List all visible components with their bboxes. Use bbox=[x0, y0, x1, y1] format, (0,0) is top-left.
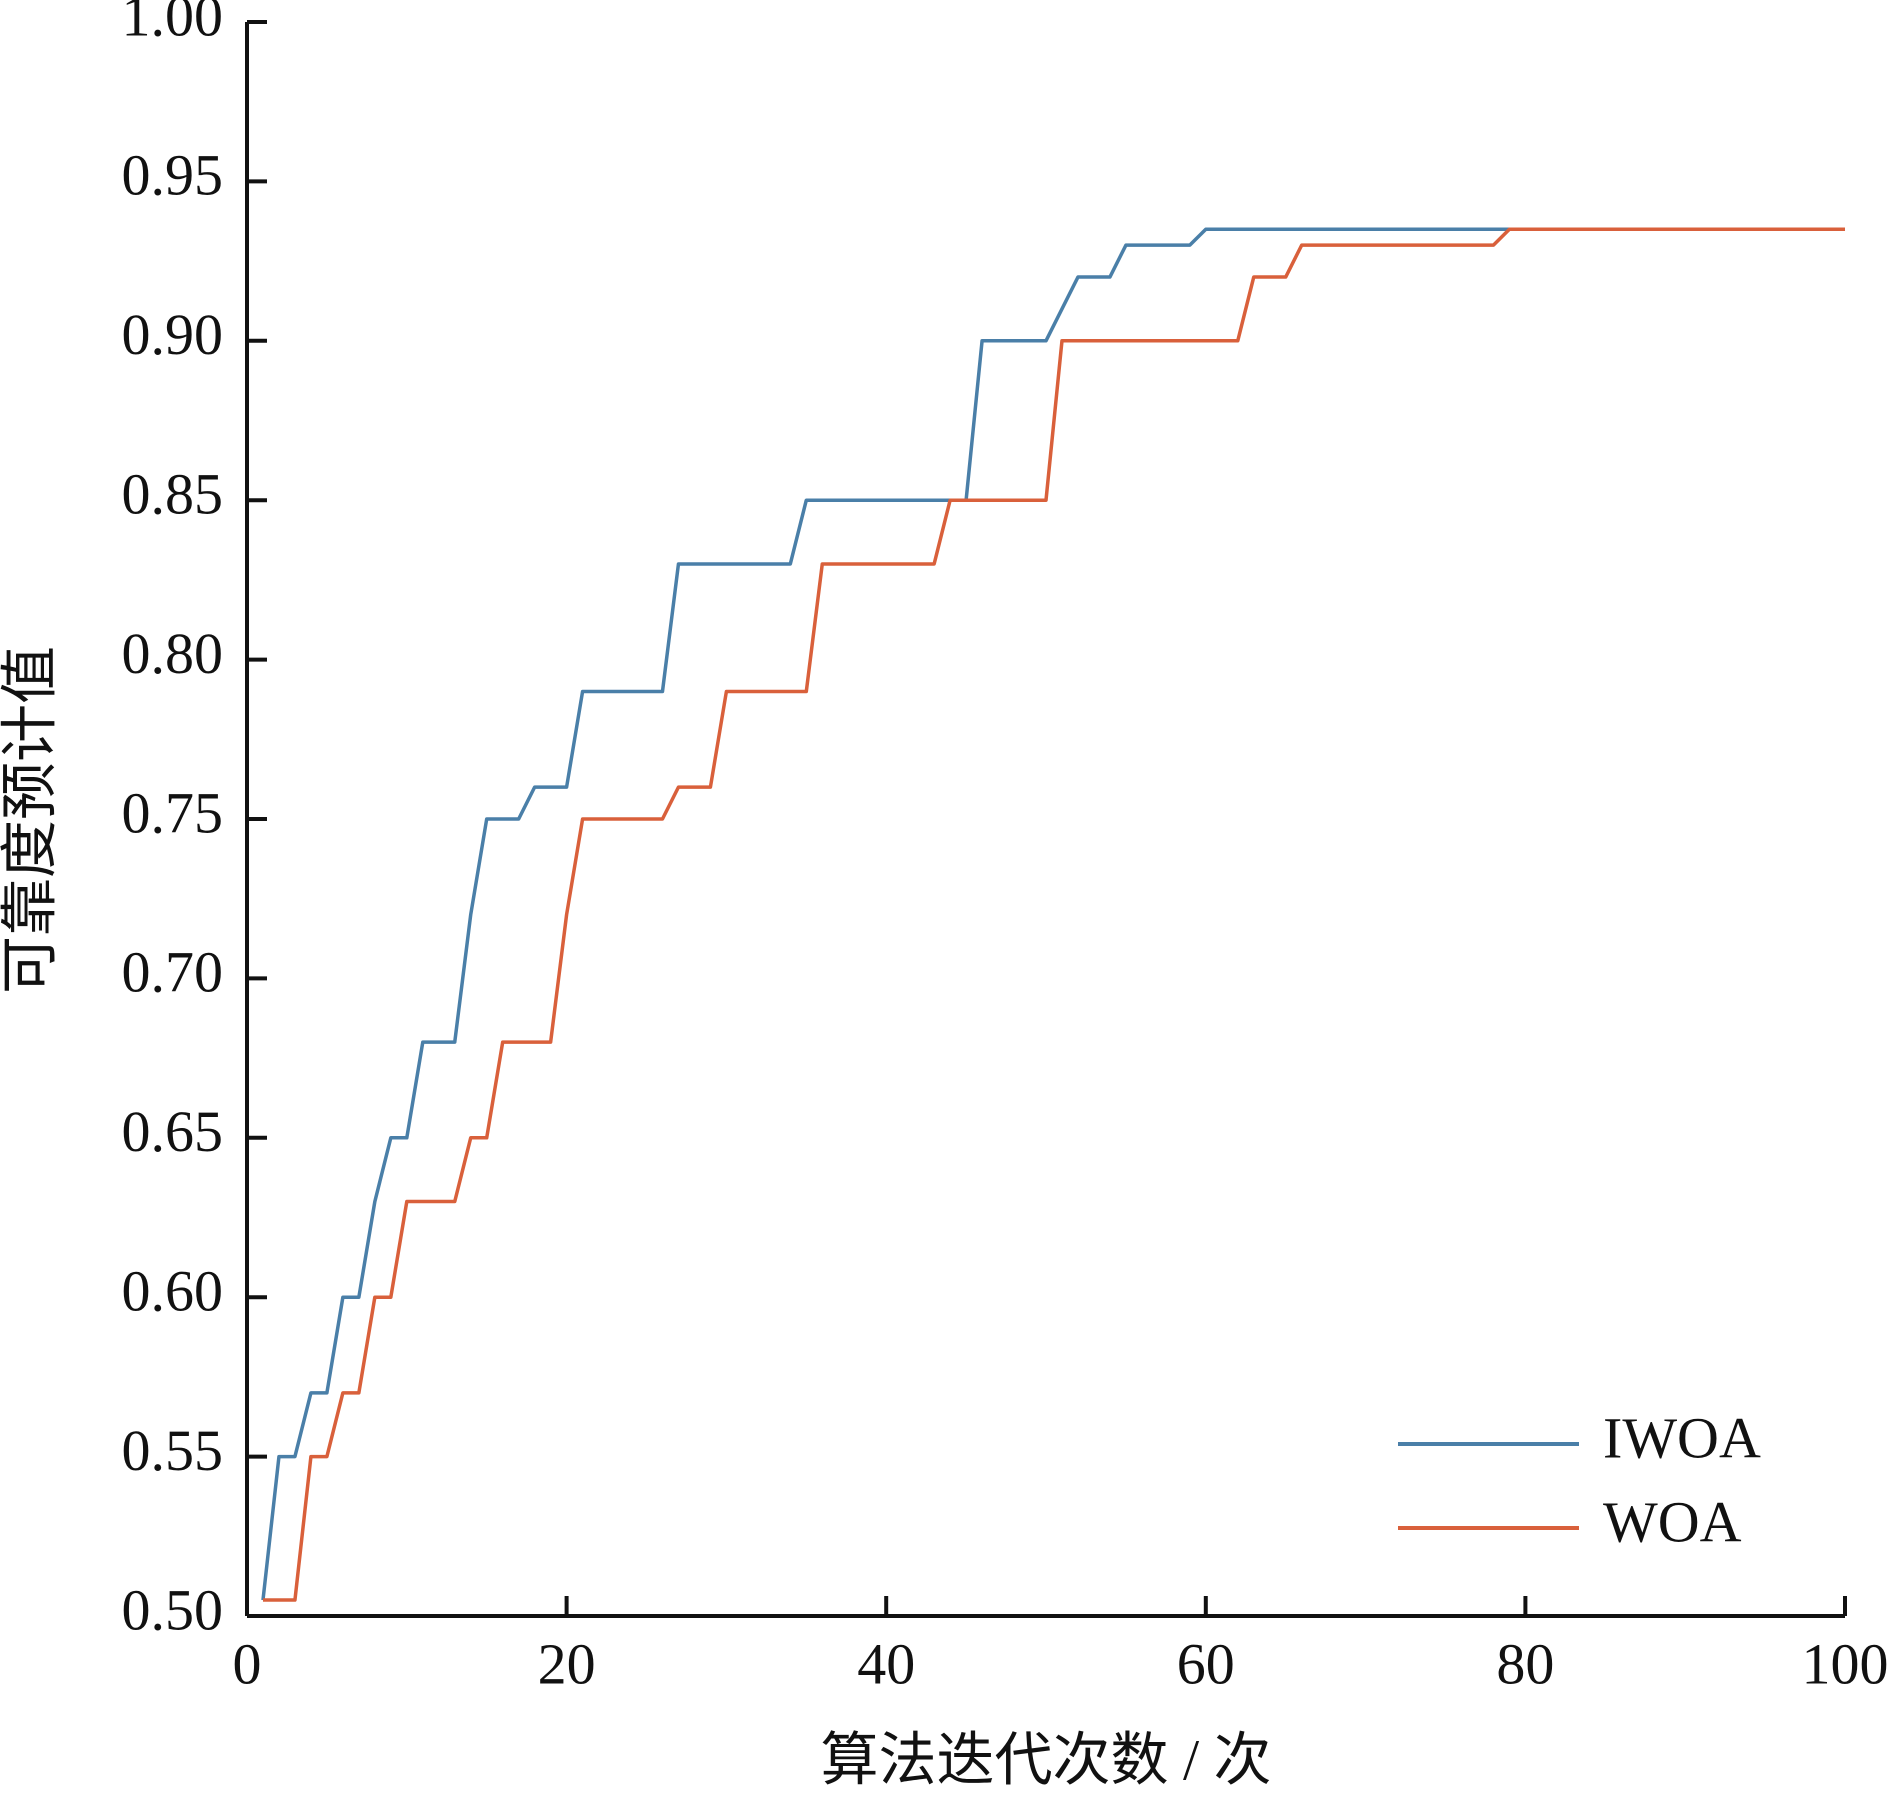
y-tick-label: 0.60 bbox=[122, 1259, 224, 1324]
x-tick-label: 0 bbox=[233, 1631, 262, 1696]
x-tick-label: 60 bbox=[1177, 1631, 1235, 1696]
y-tick-label: 0.55 bbox=[122, 1418, 224, 1483]
legend-label: IWOA bbox=[1603, 1405, 1761, 1470]
y-tick-label: 0.70 bbox=[122, 940, 224, 1005]
legend-label: WOA bbox=[1603, 1489, 1742, 1554]
y-tick-label: 0.75 bbox=[122, 780, 224, 845]
y-tick-label: 0.50 bbox=[122, 1577, 224, 1642]
y-axis-label: 可靠度预计值 bbox=[0, 646, 62, 994]
series-line bbox=[262, 227, 1845, 1602]
y-tick-label: 0.85 bbox=[122, 462, 224, 527]
y-tick-label: 0.95 bbox=[122, 143, 224, 208]
y-tick-label: 0.80 bbox=[122, 621, 224, 686]
y-tick-label: 0.65 bbox=[122, 1099, 224, 1164]
x-tick-label: 40 bbox=[857, 1631, 915, 1696]
x-axis-label: 算法迭代次数 / 次 bbox=[820, 1727, 1271, 1792]
y-tick-label: 0.90 bbox=[122, 302, 224, 367]
x-tick-label: 100 bbox=[1802, 1631, 1889, 1696]
x-tick-label: 20 bbox=[538, 1631, 596, 1696]
x-tick-label: 80 bbox=[1496, 1631, 1554, 1696]
y-tick-label: 1.00 bbox=[122, 0, 224, 48]
